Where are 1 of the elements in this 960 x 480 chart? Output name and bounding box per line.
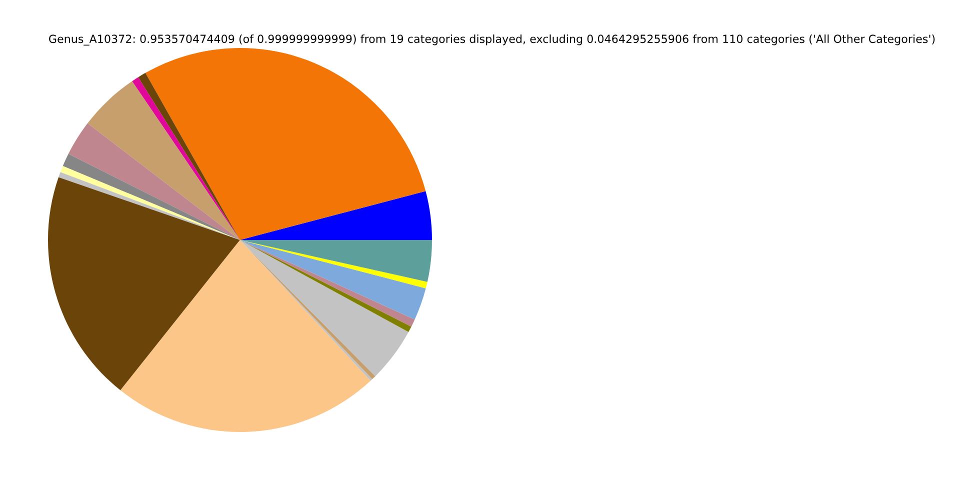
text: Genus_A10372: 0.953570474409 (of 0.999999999999) from 19 categories displayed, excluding 0.0464295255906 from 110 categories ('All Other Categories')	[49, 34, 935, 46]
